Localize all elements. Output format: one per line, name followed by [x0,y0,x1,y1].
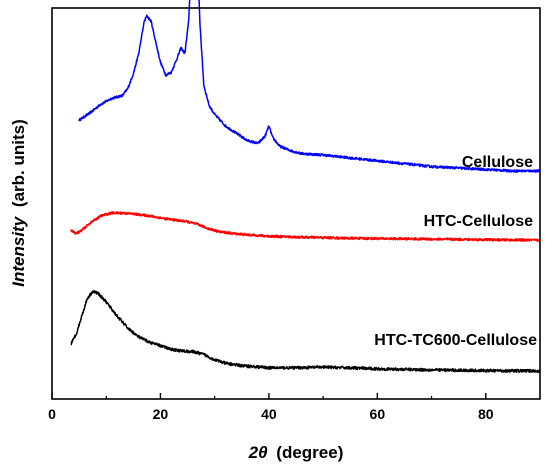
x-tick-label: 40 [261,406,277,422]
series-label-htc-cellulose: HTC-Cellulose [424,213,533,230]
series-line-htc-cellulose [70,211,541,242]
x-tick-label: 0 [48,406,56,422]
x-tick-label: 60 [370,406,386,422]
y-axis-label: Intensity (arb. units) [9,119,28,286]
plot-frame [51,7,541,400]
y-axis-italic: Intensity [9,215,28,286]
x-tick-label: 80 [478,406,494,422]
series-layer [70,0,541,374]
x-axis-symbol: 2θ [248,443,268,462]
tick-layer: 0 20 40 60 80 [48,393,494,422]
x-tick-label: 20 [153,406,169,422]
series-label-htc-tc600-cellulose: HTC-TC600-Cellulose [374,332,537,349]
series-label-cellulose: Cellulose [462,154,533,171]
series-line-cellulose [78,0,541,173]
y-axis-unit: (arb. units) [9,119,28,207]
series-label-layer: Cellulose HTC-Cellulose HTC-TC600-Cellulos… [374,154,537,349]
x-axis-label: 2θ (degree) [248,443,344,462]
series-line-htc-tc600-cellulose [70,290,541,374]
x-axis-unit: (degree) [276,443,343,462]
